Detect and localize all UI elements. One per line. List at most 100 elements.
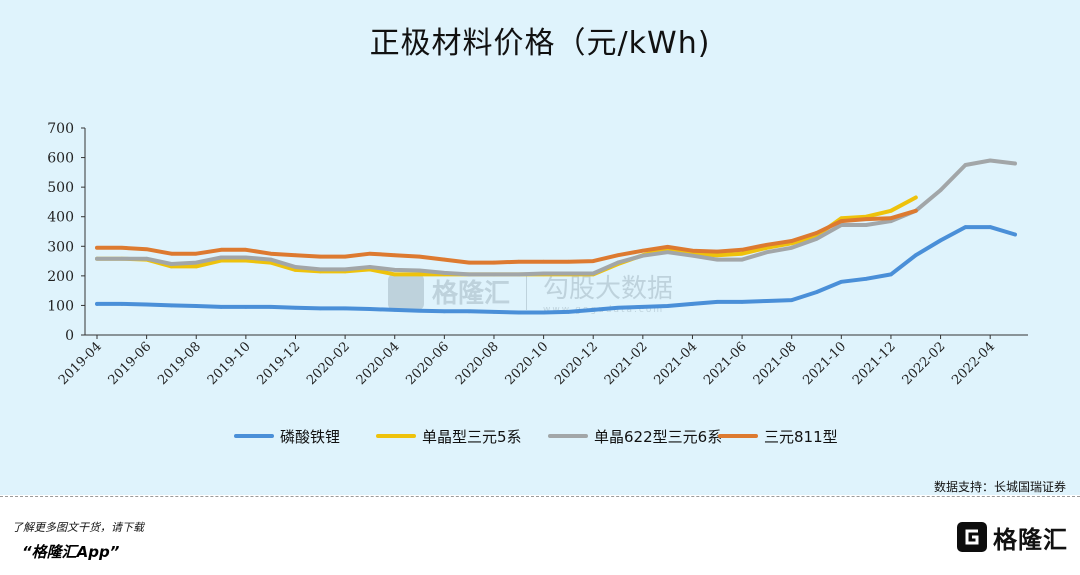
brand-name: 格隆汇 — [993, 525, 1068, 554]
data-point — [516, 310, 521, 315]
data-point — [616, 305, 620, 310]
data-point — [913, 195, 918, 200]
data-point — [95, 256, 99, 261]
y-tick-label: 300 — [47, 239, 74, 255]
data-point — [913, 253, 918, 257]
data-point — [169, 303, 174, 308]
x-tick-label: 2020-06 — [403, 339, 452, 388]
data-point — [988, 158, 992, 163]
data-point — [938, 188, 943, 192]
brand-g-glyph-icon — [965, 529, 979, 545]
data-point — [988, 225, 992, 229]
data-point — [467, 272, 471, 277]
x-tick-label: 2022-04 — [949, 339, 998, 388]
data-point — [541, 259, 546, 264]
data-point — [864, 277, 868, 281]
data-point — [616, 260, 620, 265]
x-tick-label: 2020-10 — [503, 339, 552, 388]
x-tick-label: 2021-04 — [651, 339, 700, 388]
data-point — [343, 267, 347, 272]
data-point — [368, 251, 372, 256]
data-point — [591, 308, 596, 312]
data-point — [244, 255, 248, 260]
data-point — [516, 259, 521, 264]
data-point — [789, 239, 794, 243]
data-point — [765, 243, 769, 247]
data-point — [144, 256, 149, 261]
data-point — [864, 217, 868, 221]
data-point — [690, 253, 695, 258]
data-point — [417, 268, 422, 273]
data-point — [566, 310, 571, 314]
legend-label: 磷酸铁锂 — [280, 428, 340, 446]
data-point — [765, 299, 769, 303]
data-point — [715, 249, 720, 254]
data-point — [492, 310, 496, 314]
data-point — [120, 302, 124, 306]
data-point — [814, 237, 819, 241]
x-tick-label: 2021-06 — [701, 339, 750, 388]
data-point — [641, 253, 645, 258]
data-point — [268, 257, 273, 262]
data-point — [120, 256, 124, 261]
x-tick-label: 2021-08 — [751, 339, 800, 388]
data-point — [343, 306, 347, 311]
data-point — [1013, 232, 1017, 237]
data-point — [442, 271, 447, 275]
data-point — [889, 272, 893, 277]
data-point — [963, 163, 968, 167]
chart-title: 正极材料价格（元/kWh) — [369, 26, 711, 61]
chart-panel: 正极材料价格（元/kWh) 格隆汇 勾股大数据 www.gogudata.com… — [0, 0, 1080, 495]
data-point — [665, 250, 670, 254]
data-point — [144, 247, 149, 252]
x-tick-label: 2019-10 — [205, 339, 254, 388]
app-name: “格隆汇App” — [22, 543, 120, 561]
data-point — [690, 302, 695, 306]
data-point — [814, 231, 819, 235]
data-point — [889, 216, 893, 220]
data-point — [715, 253, 720, 257]
data-point — [169, 262, 174, 266]
data-point — [715, 257, 720, 262]
footer-divider — [0, 496, 1080, 497]
data-point — [318, 254, 323, 259]
data-point — [417, 308, 422, 313]
y-tick-label: 500 — [47, 180, 74, 196]
data-point — [864, 223, 868, 227]
data-point — [293, 253, 298, 257]
data-point — [194, 251, 199, 256]
data-point — [740, 300, 744, 304]
data-point — [467, 309, 471, 314]
data-point — [740, 257, 744, 262]
data-point — [715, 300, 720, 304]
promo-text: 了解更多图文干货，请下载 — [12, 521, 144, 534]
data-point — [244, 305, 248, 309]
data-point — [318, 306, 323, 311]
data-point — [467, 260, 471, 265]
data-point — [417, 272, 422, 277]
x-tick-label: 2020-02 — [304, 339, 353, 388]
series-line-0 — [95, 225, 1017, 315]
series-line-3 — [95, 208, 918, 265]
brand-g-icon — [957, 522, 987, 552]
data-point — [492, 260, 496, 265]
data-point — [913, 209, 918, 213]
data-point — [219, 248, 223, 252]
data-point — [392, 272, 397, 277]
data-point — [392, 308, 397, 312]
data-point — [194, 260, 199, 265]
data-point — [219, 305, 223, 309]
x-tick-label: 2022-02 — [900, 339, 949, 388]
x-tick-label: 2019-08 — [155, 339, 204, 388]
x-tick-label: 2019-12 — [255, 339, 304, 388]
data-point — [95, 245, 99, 250]
data-point — [566, 271, 571, 276]
data-point — [740, 251, 744, 256]
data-point — [392, 253, 397, 257]
data-point — [268, 305, 273, 309]
x-tick-label: 2021-12 — [850, 339, 899, 388]
data-point — [765, 250, 769, 254]
data-point — [169, 251, 174, 256]
data-point — [566, 259, 571, 264]
data-point — [839, 223, 844, 227]
